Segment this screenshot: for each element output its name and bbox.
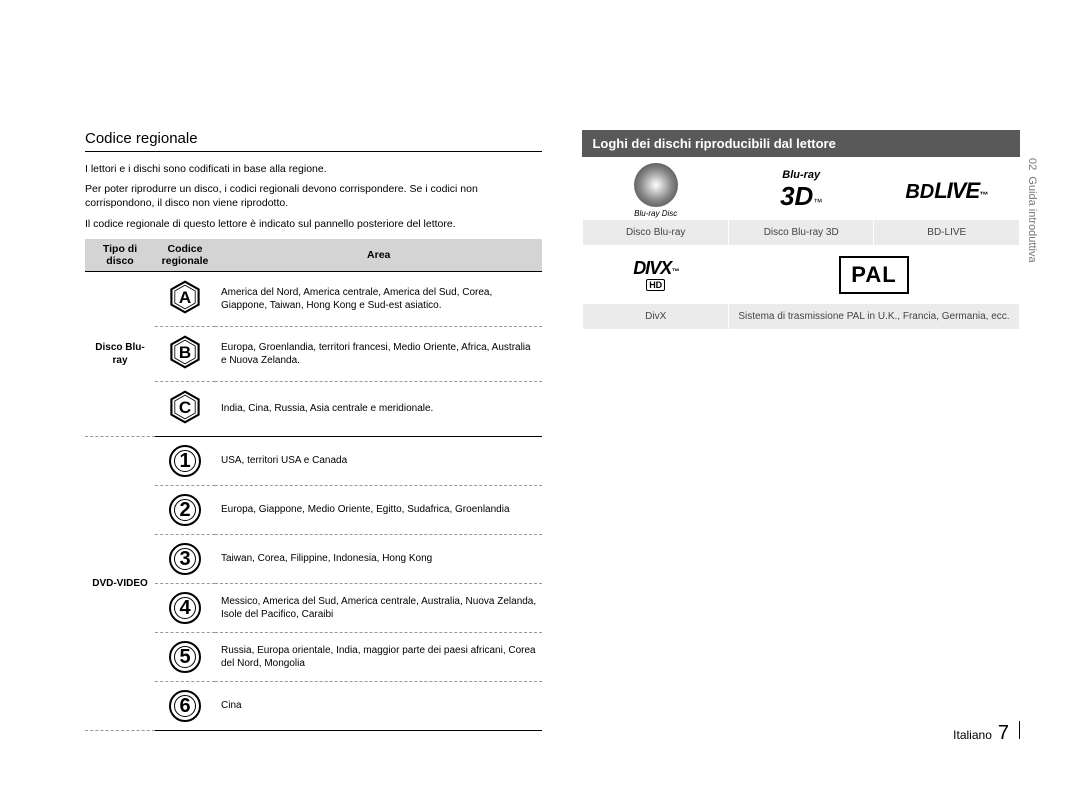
region-code-cell: 3 — [155, 534, 215, 583]
region-1-icon: 1 — [169, 445, 201, 477]
region-b-icon: B — [168, 335, 202, 369]
label-bdlive: BD-LIVE — [874, 220, 1020, 246]
label-bluray: Disco Blu-ray — [583, 220, 729, 246]
page-footer: Italiano 7 — [953, 721, 1020, 745]
chapter-number: 02 — [1026, 158, 1038, 170]
label-divx: DivX — [583, 304, 729, 330]
th-type: Tipo di disco — [85, 239, 155, 272]
region-table: Tipo di disco Codice regionale Area Disc… — [85, 239, 542, 731]
svg-text:A: A — [179, 288, 191, 307]
region-code-cell: 1 — [155, 436, 215, 485]
region-c-icon: C — [168, 390, 202, 424]
logos-table: Blu-ray Disc Blu-ray 3D™ BDLIVE™ Disco B… — [582, 161, 1020, 330]
intro-1: I lettori e i dischi sono codificati in … — [85, 162, 542, 176]
region-6-icon: 6 — [169, 690, 201, 722]
divx-icon: DIVX™ HD — [633, 258, 678, 291]
svg-text:B: B — [179, 343, 191, 362]
area-cell: America del Nord, America centrale, Amer… — [215, 271, 542, 326]
label-row: Disco Blu-ray Disco Blu-ray 3D BD-LIVE — [583, 220, 1020, 246]
table-row: Disco Blu-ray A America del Nord, Americ… — [85, 271, 542, 326]
area-cell: Russia, Europa orientale, India, maggior… — [215, 632, 542, 681]
logo-bdlive-cell: BDLIVE™ — [874, 162, 1020, 220]
th-code: Codice regionale — [155, 239, 215, 272]
logo-bluray-cell: Blu-ray Disc — [583, 162, 729, 220]
logo-pal-cell: PAL — [728, 246, 1019, 304]
table-header-row: Tipo di disco Codice regionale Area — [85, 239, 542, 272]
side-tab: 02 Guida introduttiva — [1026, 158, 1038, 263]
table-row: DVD-VIDEO 1 USA, territori USA e Canada — [85, 436, 542, 485]
pal-icon: PAL — [839, 256, 908, 294]
page-number: 7 — [998, 722, 1009, 745]
logo-row: DIVX™ HD PAL — [583, 246, 1020, 304]
region-code-cell: 5 — [155, 632, 215, 681]
area-cell: Europa, Groenlandia, territori francesi,… — [215, 326, 542, 381]
left-column: Codice regionale I lettori e i dischi so… — [85, 130, 542, 731]
th-area: Area — [215, 239, 542, 272]
region-code-cell: 6 — [155, 681, 215, 730]
disc-type-bluray: Disco Blu-ray — [85, 271, 155, 436]
footer-divider — [1019, 721, 1020, 739]
disc-type-dvd: DVD-VIDEO — [85, 436, 155, 730]
logo-divx-cell: DIVX™ HD — [583, 246, 729, 304]
bluray-disc-icon: Blu-ray Disc — [634, 163, 678, 219]
bd-live-icon: BDLIVE™ — [905, 189, 988, 201]
area-cell: India, Cina, Russia, Asia centrale e mer… — [215, 381, 542, 436]
region-code-cell: A — [155, 271, 215, 326]
logo-bluray3d-cell: Blu-ray 3D™ — [728, 162, 874, 220]
region-code-cell: 4 — [155, 583, 215, 632]
region-4-icon: 4 — [169, 592, 201, 624]
region-5-icon: 5 — [169, 641, 201, 673]
area-cell: Taiwan, Corea, Filippine, Indonesia, Hon… — [215, 534, 542, 583]
region-code-title: Codice regionale — [85, 130, 542, 152]
intro-2: Per poter riprodurre un disco, i codici … — [85, 182, 542, 210]
area-cell: Europa, Giappone, Medio Oriente, Egitto,… — [215, 485, 542, 534]
region-3-icon: 3 — [169, 543, 201, 575]
footer-lang: Italiano — [953, 728, 992, 742]
logos-title: Loghi dei dischi riproducibili dal letto… — [582, 130, 1020, 157]
area-cell: Messico, America del Sud, America centra… — [215, 583, 542, 632]
region-a-icon: A — [168, 280, 202, 314]
area-cell: Cina — [215, 681, 542, 730]
svg-text:C: C — [179, 398, 191, 417]
label-row: DivX Sistema di trasmissione PAL in U.K.… — [583, 304, 1020, 330]
bluray-3d-icon: Blu-ray 3D™ — [780, 169, 822, 208]
region-2-icon: 2 — [169, 494, 201, 526]
label-pal: Sistema di trasmissione PAL in U.K., Fra… — [728, 304, 1019, 330]
label-bluray3d: Disco Blu-ray 3D — [728, 220, 874, 246]
region-code-cell: B — [155, 326, 215, 381]
region-code-cell: 2 — [155, 485, 215, 534]
chapter-label: Guida introduttiva — [1026, 176, 1038, 262]
area-cell: USA, territori USA e Canada — [215, 436, 542, 485]
right-column: Loghi dei dischi riproducibili dal letto… — [582, 130, 1020, 731]
logo-row: Blu-ray Disc Blu-ray 3D™ BDLIVE™ — [583, 162, 1020, 220]
region-code-cell: C — [155, 381, 215, 436]
intro-3: Il codice regionale di questo lettore è … — [85, 217, 542, 231]
